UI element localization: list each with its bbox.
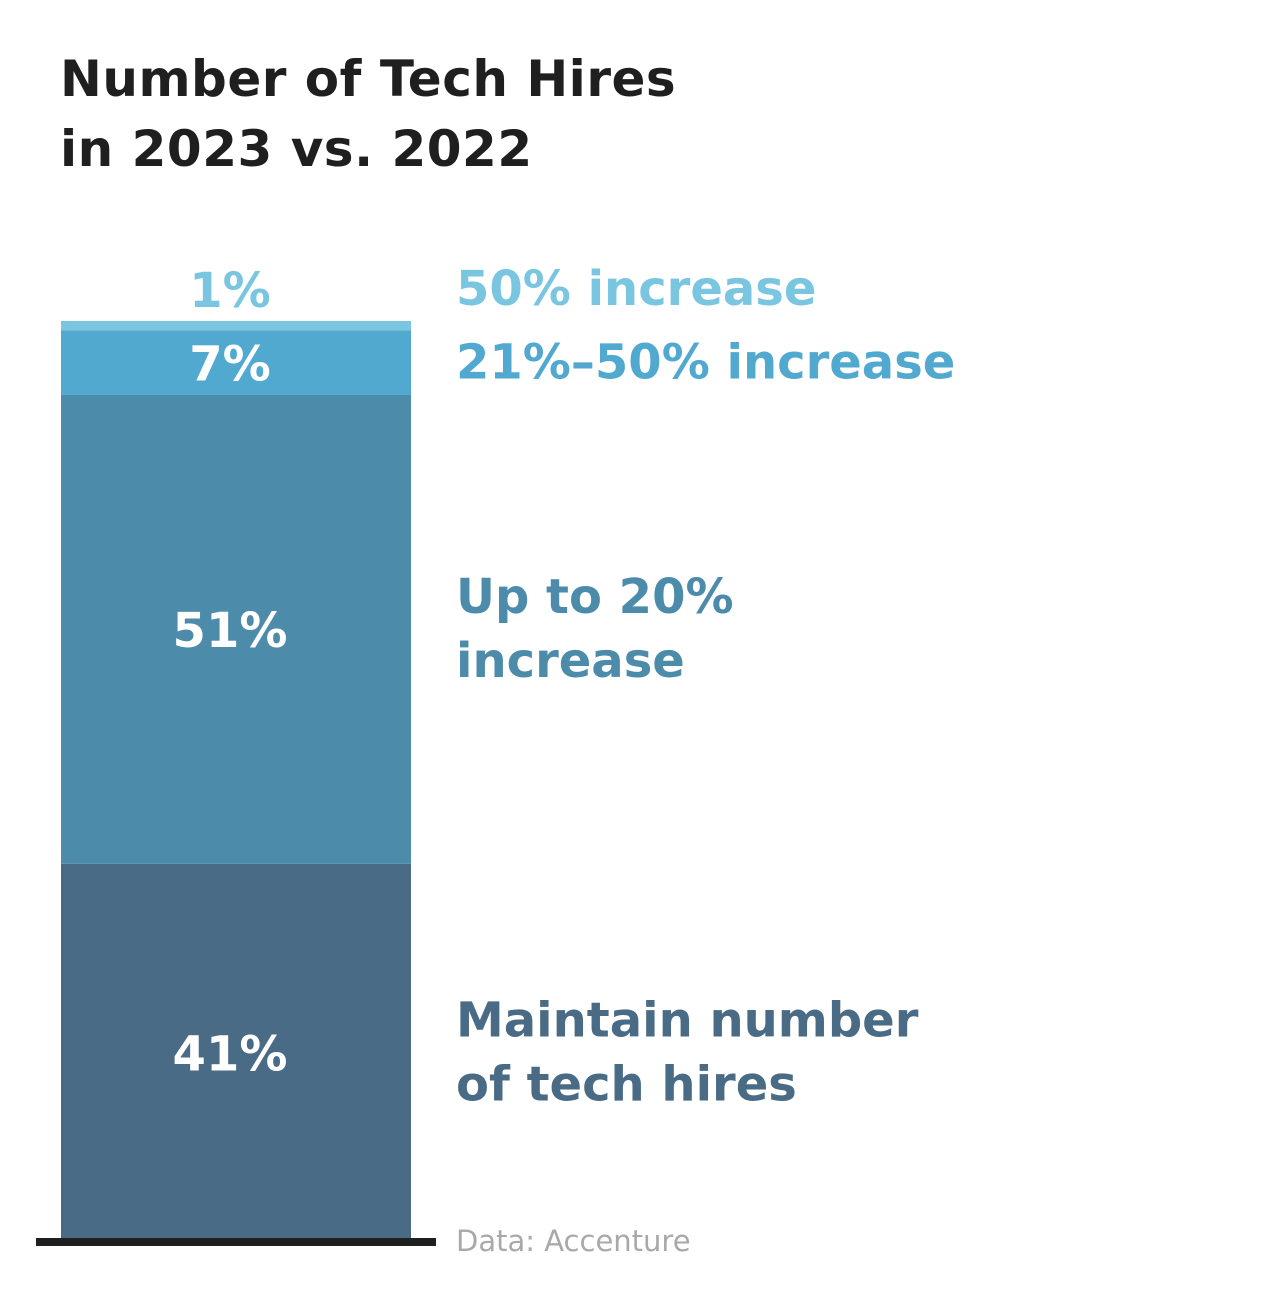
value-label-maintain-number-of-tech-hires: 41% [173, 1026, 288, 1082]
data-source-note: Data: Accenture [456, 1224, 691, 1258]
bar-segment-maintain-number-of-tech-hires [61, 863, 411, 1241]
value-label-50-increase: 1% [189, 263, 271, 319]
bar-segment-up-to-20-increase [61, 394, 411, 864]
series-label-21-50-increase: 21%–50% increase [456, 334, 955, 390]
bar-segment-50-increase [61, 321, 411, 331]
chart-title: Number of Tech Hires in 2023 vs. 2022 [60, 44, 960, 184]
series-label-up-to-20-increase: Up to 20% increase [456, 569, 734, 689]
value-label-up-to-20-increase: 51% [173, 603, 288, 659]
series-label-maintain-number-of-tech-hires: Maintain number of tech hires [456, 992, 919, 1112]
value-label-21-50-increase: 7% [189, 336, 271, 392]
chart-title-line-1: Number of Tech Hires [60, 50, 677, 108]
chart-title-line-2: in 2023 vs. 2022 [60, 120, 533, 178]
chart-baseline [36, 1238, 436, 1246]
series-label-50-increase: 50% increase [456, 261, 816, 317]
bar-segment-21-50-increase [61, 330, 411, 395]
